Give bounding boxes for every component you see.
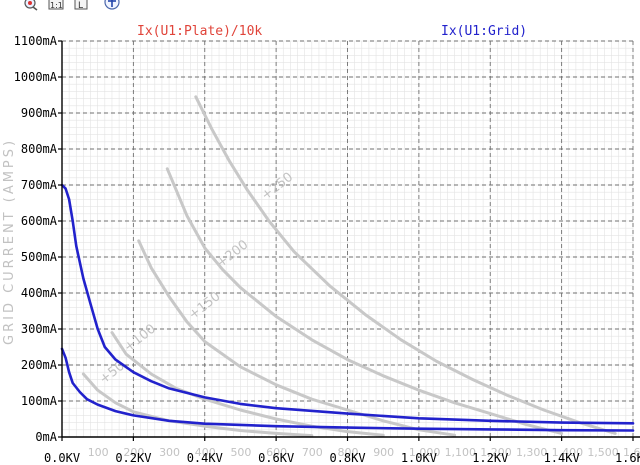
plot-frame bbox=[61, 41, 640, 438]
sheet-x-number: 300 bbox=[159, 446, 180, 459]
y-tick-label: 300mA bbox=[21, 322, 58, 336]
sheet-axis-label: GRID CURRENT (AMPS) bbox=[2, 138, 17, 345]
plot-grid bbox=[61, 40, 634, 438]
y-tick-label: 0mA bbox=[35, 430, 57, 444]
datasheet-curve-200 bbox=[165, 167, 564, 435]
sheet-x-number: 100 bbox=[88, 446, 109, 459]
x-tick-label: 0.2KV bbox=[115, 451, 151, 465]
y-axis-ticks: 0mA 100mA 200mA 300mA 400mA 500mA 600mA 700mA 80… bbox=[14, 34, 62, 444]
datasheet-curve-100 bbox=[110, 331, 385, 437]
sheet-x-number: 800 bbox=[338, 446, 359, 459]
graph-icon[interactable]: L bbox=[74, 0, 88, 11]
y-tick-label: 400mA bbox=[21, 286, 58, 300]
sheet-x-number: 1,000 bbox=[409, 446, 441, 459]
resize-icon[interactable]: 1:1 bbox=[48, 0, 64, 10]
x-tick-label: 1.0KV bbox=[401, 451, 437, 465]
x-tick-label: 0.0KV bbox=[44, 451, 80, 465]
sheet-x-number: 1,100 bbox=[445, 446, 477, 459]
datasheet-curve-label: +100 bbox=[121, 322, 158, 356]
datasheet-curve-label: +50 bbox=[97, 359, 128, 388]
sheet-x-number: 400 bbox=[195, 446, 216, 459]
trace-ix-u1-grid[interactable] bbox=[60, 347, 635, 432]
sheet-x-number: 1,500 bbox=[587, 446, 619, 459]
x-axis-ticks: 0.0KV 0.2KV 0.4KV 0.6KV 0.8KV 1.0KV 1.2KV 1.4KV… bbox=[44, 437, 640, 465]
zoom-icon[interactable] bbox=[24, 0, 38, 11]
sheet-x-number: 1,400 bbox=[552, 446, 584, 459]
sheet-x-number: 1,300 bbox=[516, 446, 548, 459]
x-tick-label: 0.6KV bbox=[258, 451, 294, 465]
y-tick-label: 1100mA bbox=[14, 34, 58, 48]
y-tick-label: 200mA bbox=[21, 358, 58, 372]
y-tick-label: 700mA bbox=[21, 178, 58, 192]
trace-ix-u1-grid[interactable] bbox=[60, 183, 635, 425]
sheet-x-number: 900 bbox=[373, 446, 394, 459]
y-tick-label: 900mA bbox=[21, 106, 58, 120]
trace-label-grid[interactable]: Ix(U1:Grid) bbox=[441, 24, 527, 39]
sheet-x-number: 1,200 bbox=[480, 446, 512, 459]
resize-icon-label: 1:1 bbox=[50, 1, 63, 10]
toolbar: 1:1 L bbox=[24, 0, 120, 11]
trace-label-plate[interactable]: Ix(U1:Plate)/10k bbox=[137, 24, 262, 39]
cursor-icon[interactable] bbox=[104, 0, 120, 10]
datasheet-curve-250 bbox=[194, 95, 617, 435]
graph-icon-label: L bbox=[78, 1, 83, 11]
y-tick-label: 500mA bbox=[21, 250, 58, 264]
y-tick-label: 100mA bbox=[21, 394, 58, 408]
sheet-x-number: 1,600 bbox=[623, 446, 640, 459]
sheet-x-number: 600 bbox=[266, 446, 287, 459]
x-tick-label: 1.6KV bbox=[615, 451, 640, 465]
x-tick-label: 1.2KV bbox=[472, 451, 508, 465]
datasheet-curve-150 bbox=[137, 239, 457, 437]
sheet-x-number: 200 bbox=[123, 446, 144, 459]
sheet-x-number: 700 bbox=[302, 446, 323, 459]
x-tick-label: 1.4KV bbox=[544, 451, 580, 465]
background-datasheet: GRID CURRENT (AMPS) 100 200 300 400 500 600 700… bbox=[2, 40, 640, 459]
y-tick-label: 1000mA bbox=[14, 70, 58, 84]
x-tick-label: 0.4KV bbox=[187, 451, 223, 465]
sheet-x-number: 500 bbox=[230, 446, 251, 459]
y-tick-label: 800mA bbox=[21, 142, 58, 156]
x-tick-label: 0.8KV bbox=[329, 451, 365, 465]
y-tick-label: 600mA bbox=[21, 214, 58, 228]
